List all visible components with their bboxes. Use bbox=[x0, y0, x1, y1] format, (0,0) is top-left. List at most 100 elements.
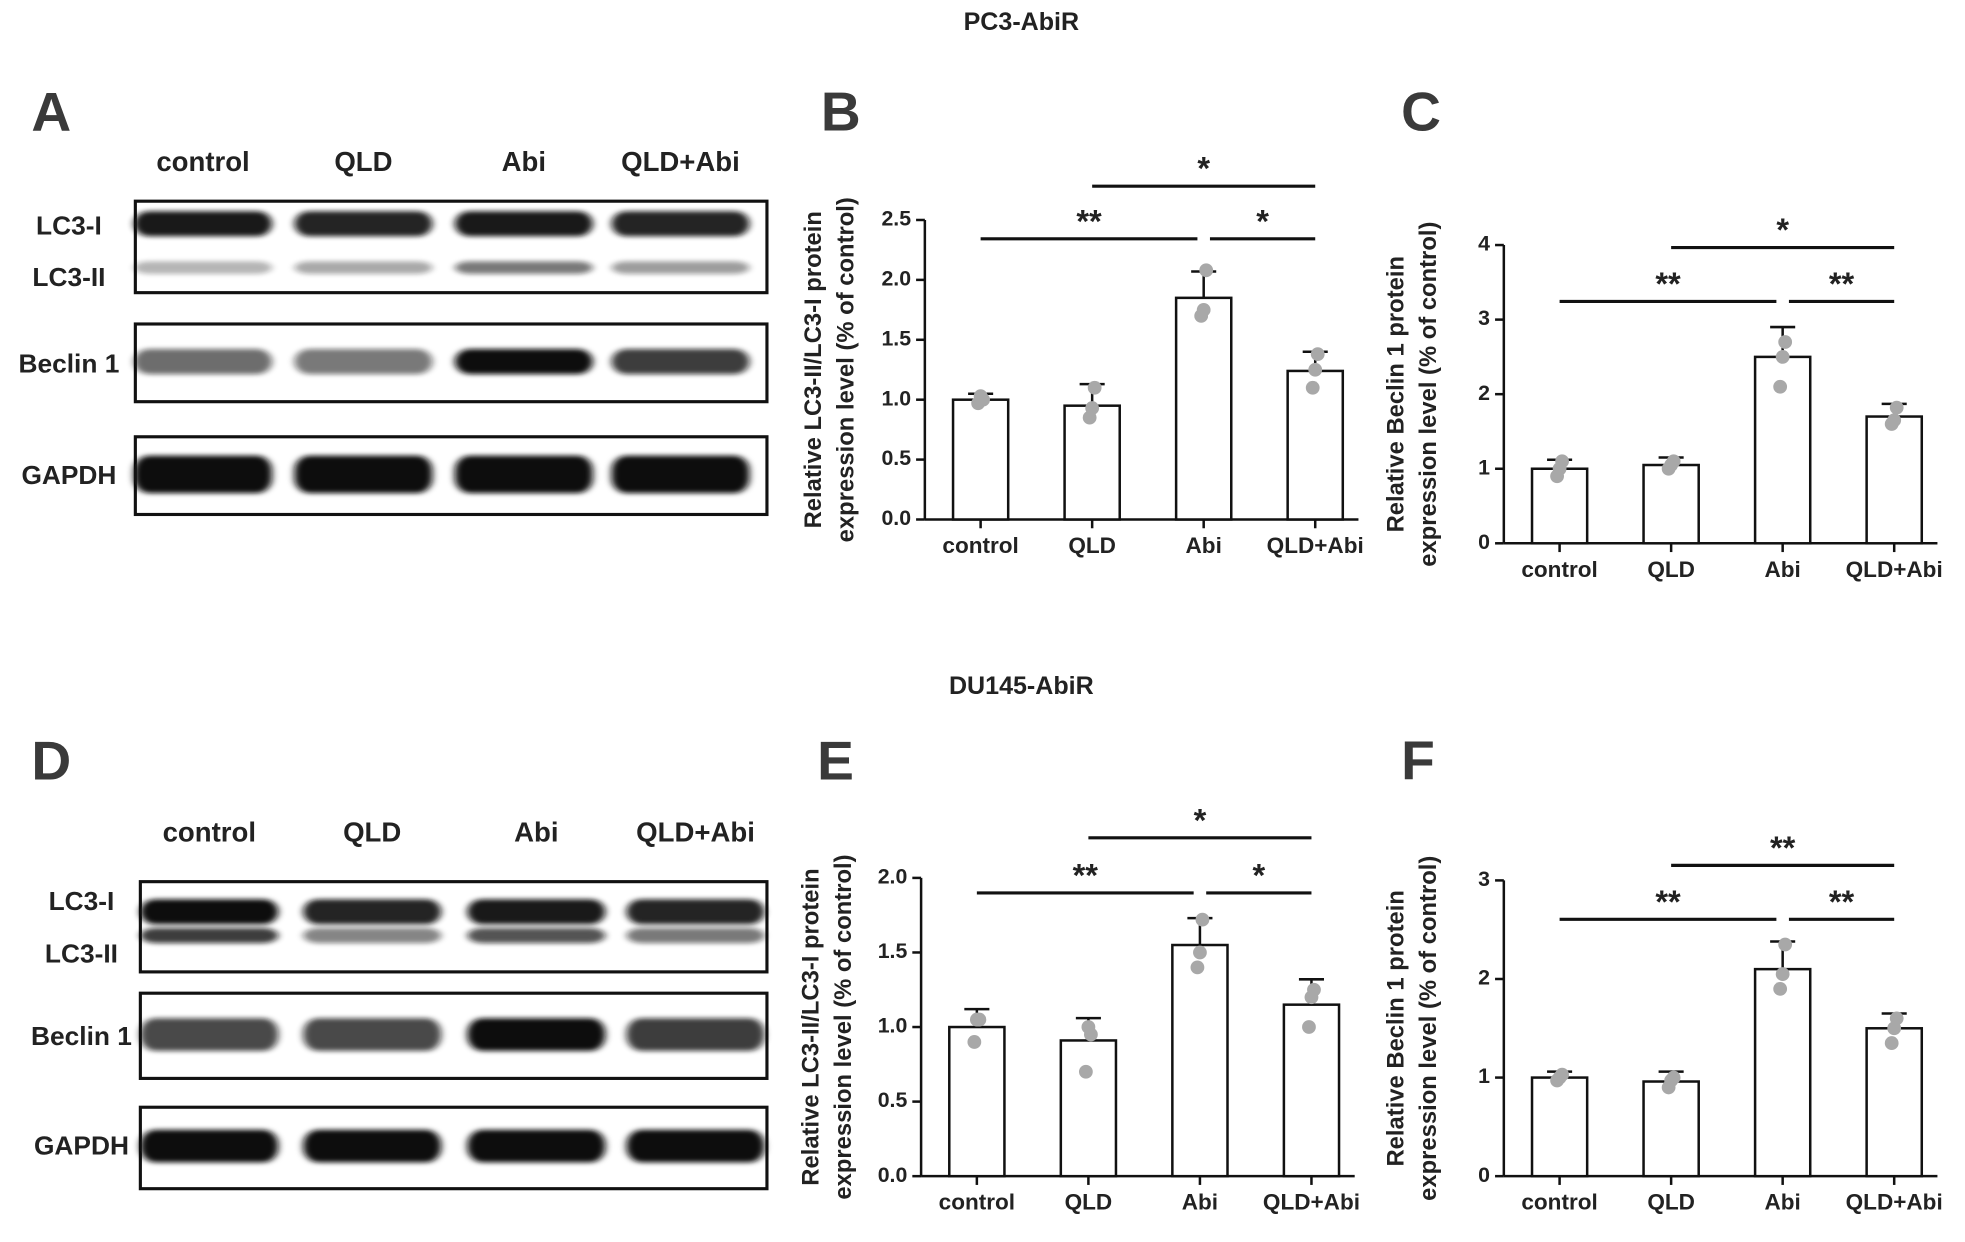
bar bbox=[1063, 404, 1121, 521]
x-tick-label: QLD+Abi bbox=[1846, 557, 1943, 582]
blot-band bbox=[294, 455, 433, 494]
significance-label: * bbox=[1194, 802, 1207, 838]
blot-band bbox=[134, 349, 272, 375]
bar bbox=[948, 1025, 1006, 1178]
bar bbox=[1753, 967, 1812, 1178]
y-tick-label: 0.5 bbox=[878, 1088, 908, 1112]
x-tick-label: QLD bbox=[1647, 1190, 1695, 1215]
blot-band bbox=[467, 1129, 606, 1163]
data-point bbox=[1308, 362, 1323, 377]
blot-band bbox=[611, 349, 750, 375]
significance-label: * bbox=[1256, 203, 1269, 239]
y-tick-label: 2.0 bbox=[881, 267, 911, 291]
data-point bbox=[1195, 912, 1210, 927]
blot-band bbox=[303, 899, 442, 925]
y-tick-label: 4 bbox=[1478, 232, 1490, 256]
data-point bbox=[973, 389, 988, 403]
data-point bbox=[1078, 1064, 1093, 1079]
y-axis-label: Relative LC3-II/LC3-I protein bbox=[797, 868, 824, 1185]
y-axis-label: expression level (% of control) bbox=[830, 854, 857, 1199]
x-tick-label: QLD+Abi bbox=[1267, 533, 1364, 558]
row-label: Beclin 1 bbox=[18, 348, 119, 378]
blot-band bbox=[467, 1018, 606, 1051]
row-label: LC3-I bbox=[49, 886, 115, 916]
blot-band bbox=[626, 928, 765, 944]
bar bbox=[1865, 415, 1924, 545]
significance-label: * bbox=[1252, 858, 1265, 894]
bar bbox=[1642, 1080, 1700, 1178]
data-point bbox=[1552, 1070, 1567, 1085]
row-label: LC3-II bbox=[32, 262, 105, 292]
lane-label: QLD bbox=[343, 816, 401, 847]
blot-band bbox=[303, 1129, 442, 1163]
data-point bbox=[1193, 945, 1207, 960]
data-point bbox=[1884, 1036, 1899, 1050]
blot-band bbox=[626, 899, 765, 925]
bar bbox=[1286, 369, 1345, 521]
lane-label: control bbox=[163, 816, 256, 847]
y-tick-label: 3 bbox=[1478, 306, 1490, 330]
blot-band bbox=[140, 899, 279, 925]
y-tick-label: 0.0 bbox=[878, 1163, 908, 1187]
y-tick-label: 1.5 bbox=[881, 326, 911, 350]
panel-letter: A bbox=[31, 81, 71, 143]
blot-band bbox=[140, 1018, 279, 1051]
y-axis-label: Relative LC3-II/LC3-I protein bbox=[800, 211, 827, 528]
data-point bbox=[1887, 1021, 1902, 1036]
blot-band bbox=[454, 211, 593, 237]
y-tick-label: 2.5 bbox=[881, 207, 911, 231]
y-tick-label: 0.0 bbox=[881, 506, 911, 530]
blot-band bbox=[611, 455, 750, 494]
blot-band bbox=[611, 211, 750, 237]
data-point bbox=[1887, 413, 1902, 428]
data-point bbox=[1085, 401, 1100, 415]
x-tick-label: control bbox=[942, 533, 1018, 558]
blot-band bbox=[140, 928, 279, 944]
data-point bbox=[1304, 990, 1319, 1005]
row-label: GAPDH bbox=[21, 460, 116, 490]
data-point bbox=[1081, 1020, 1096, 1034]
significance-label: ** bbox=[1770, 830, 1796, 866]
bar bbox=[1174, 296, 1233, 521]
significance-label: ** bbox=[1076, 203, 1102, 239]
blot-band bbox=[134, 261, 272, 274]
x-tick-label: control bbox=[1521, 1190, 1597, 1215]
panel-letter: E bbox=[817, 730, 854, 792]
data-point bbox=[1302, 1020, 1316, 1034]
data-point bbox=[1552, 461, 1567, 476]
significance-label: ** bbox=[1829, 266, 1855, 302]
row-label: GAPDH bbox=[34, 1130, 129, 1160]
data-point bbox=[1087, 380, 1102, 395]
x-tick-label: QLD bbox=[1065, 1190, 1113, 1215]
blot-band bbox=[626, 1018, 765, 1051]
blot-band bbox=[454, 455, 593, 494]
section-heading: DU145-AbiR bbox=[949, 672, 1094, 700]
y-tick-label: 1.0 bbox=[878, 1014, 908, 1038]
x-tick-label: QLD bbox=[1647, 557, 1695, 582]
y-tick-label: 1 bbox=[1478, 1064, 1490, 1088]
bar bbox=[1171, 943, 1229, 1178]
y-tick-label: 2.0 bbox=[878, 865, 908, 889]
row-label: LC3-II bbox=[45, 939, 118, 969]
data-point bbox=[967, 1035, 982, 1049]
data-point bbox=[1778, 335, 1793, 349]
blot-band bbox=[626, 1129, 765, 1163]
panel-letter: D bbox=[31, 730, 71, 792]
blot-frame bbox=[138, 880, 769, 974]
y-axis-label: expression level (% of control) bbox=[1415, 222, 1442, 567]
lane-label: control bbox=[156, 146, 249, 177]
y-tick-label: 2 bbox=[1478, 381, 1490, 405]
blot-band bbox=[454, 261, 593, 274]
x-tick-label: Abi bbox=[1764, 557, 1800, 582]
y-tick-label: 3 bbox=[1478, 867, 1490, 891]
blot-band bbox=[134, 211, 272, 237]
y-axis-label: expression level (% of control) bbox=[832, 197, 859, 542]
data-point bbox=[1196, 302, 1211, 317]
bar bbox=[1530, 1076, 1589, 1178]
significance-label: ** bbox=[1655, 884, 1681, 920]
blot-band bbox=[140, 1129, 279, 1163]
y-tick-label: 2 bbox=[1478, 966, 1490, 990]
blot-band bbox=[467, 899, 606, 925]
blot-band bbox=[294, 261, 433, 274]
